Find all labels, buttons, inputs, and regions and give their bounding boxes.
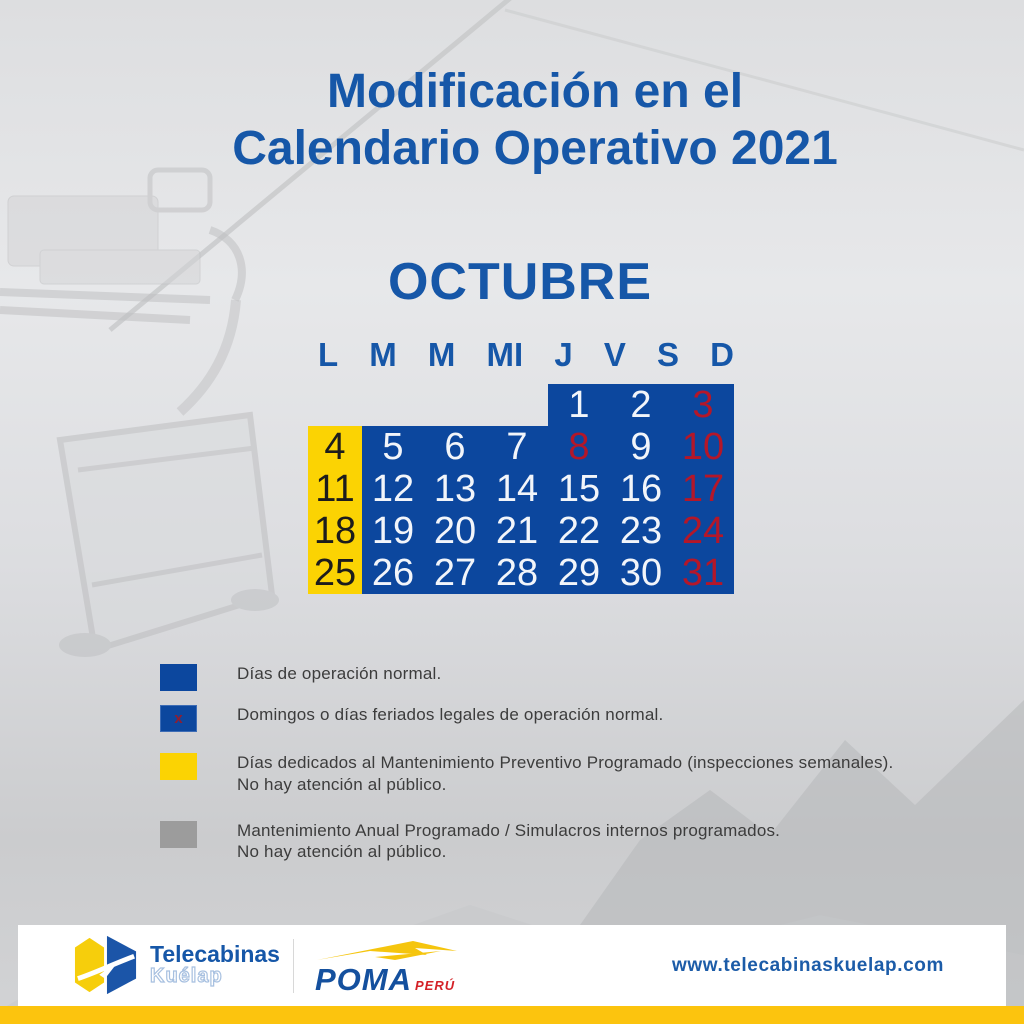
legend-text: Domingos o días feriados legales de oper… xyxy=(237,704,663,726)
poma-logo: POMA PERÚ xyxy=(315,939,485,998)
title-line1: Modificación en el xyxy=(326,65,744,118)
calendar-day-26: 26 xyxy=(362,552,424,594)
calendar-day-9: 9 xyxy=(610,426,672,468)
legend-item: x Domingos o días feriados legales de op… xyxy=(160,704,920,732)
brand-text: Telecabinas Kuélap xyxy=(149,940,280,988)
calendar-day-21: 21 xyxy=(486,510,548,552)
legend-text: Días dedicados al Mantenimiento Preventi… xyxy=(237,752,893,796)
legend-line: No hay atención al público. xyxy=(237,842,447,862)
legend-item: Días dedicados al Mantenimiento Preventi… xyxy=(160,752,920,796)
calendar-day-29: 29 xyxy=(548,552,610,594)
legend-swatch xyxy=(160,820,197,848)
legend-item: Días de operación normal. xyxy=(160,663,920,691)
calendar-day-11: 11 xyxy=(308,468,362,510)
weekday-header-row: L M M MI J V S D xyxy=(308,336,734,376)
legend-line: Domingos o días feriados legales de oper… xyxy=(237,705,664,724)
calendar-day-27: 27 xyxy=(424,552,486,594)
weekday-header-m: M xyxy=(369,336,397,373)
legend-line: Días de operación normal. xyxy=(237,664,442,683)
calendar-day-20: 20 xyxy=(424,510,486,552)
footer-divider xyxy=(293,939,294,993)
tower-machinery-icon xyxy=(0,167,246,324)
weekday-header-s: S xyxy=(656,336,679,373)
calendar-day-10: 10 xyxy=(672,426,734,468)
calendar-grid: 1 2 3 4 5 6 7 8 9 10 11 12 13 14 15 16 17 18 19 20 21 22 23 24 2… xyxy=(308,384,734,594)
calendar-day-1: 1 xyxy=(548,384,610,426)
calendar-day-31: 31 xyxy=(672,552,734,594)
legend-line: Mantenimiento Anual Programado / Simulac… xyxy=(237,820,781,840)
calendar-day-16: 16 xyxy=(610,468,672,510)
calendar-day-5: 5 xyxy=(362,426,424,468)
legend-item: Mantenimiento Anual Programado / Simulac… xyxy=(160,820,920,864)
calendar-day-30: 30 xyxy=(610,552,672,594)
legend: Días de operación normal. x Domingos o d… xyxy=(160,663,920,876)
calendar-day-empty xyxy=(486,384,548,426)
holiday-x-mark-icon: x xyxy=(174,710,183,727)
legend-text: Días de operación normal. xyxy=(237,663,441,685)
website-url: www.telecabinaskuelap.com xyxy=(672,955,944,976)
poster-title: Modificación en el Calendario Operativo … xyxy=(46,64,1024,177)
calendar-day-4: 4 xyxy=(308,426,362,468)
weekday-header-d: D xyxy=(710,336,734,373)
calendar-day-23: 23 xyxy=(610,510,672,552)
poma-wordmark: POMA PERÚ xyxy=(315,962,485,998)
title-line2: Calendario Operativo 2021 xyxy=(232,121,838,175)
brand-subname: Kuélap xyxy=(149,965,223,988)
poma-swoosh-icon xyxy=(317,941,457,960)
calendar-day-14: 14 xyxy=(486,468,548,510)
footer-band: Telecabinas Kuélap POMA PERÚ www.telecab… xyxy=(18,925,1006,1006)
legend-swatch: x xyxy=(160,705,197,732)
calendar-day-empty xyxy=(362,384,424,426)
weekday-header-l: L xyxy=(318,336,339,373)
calendar-day-7: 7 xyxy=(486,426,548,468)
gondola-cabin-icon xyxy=(56,299,279,657)
calendar-day-18: 18 xyxy=(308,510,362,552)
calendar-day-empty xyxy=(308,384,362,426)
calendar-day-2: 2 xyxy=(610,384,672,426)
legend-swatch xyxy=(160,753,197,780)
calendar-day-13: 13 xyxy=(424,468,486,510)
legend-line: No hay atención al público. xyxy=(237,774,447,794)
calendar-day-12: 12 xyxy=(362,468,424,510)
calendar-day-24: 24 xyxy=(672,510,734,552)
month-heading: OCTUBRE xyxy=(387,253,653,311)
calendar-day-17: 17 xyxy=(672,468,734,510)
calendar-day-8: 8 xyxy=(548,426,610,468)
calendar-day-15: 15 xyxy=(548,468,610,510)
legend-line: Días dedicados al Mantenimiento Preventi… xyxy=(237,753,894,772)
bottom-yellow-bar xyxy=(0,1006,1024,1024)
weekday-header-m: M xyxy=(427,336,456,373)
poma-word: POMA xyxy=(315,962,412,997)
telecabinas-cube-icon xyxy=(74,935,137,995)
poma-peru-label: PERÚ xyxy=(415,978,456,993)
weekday-header-j: J xyxy=(554,336,573,373)
brand-name: Telecabinas xyxy=(150,940,280,967)
legend-swatch xyxy=(160,664,197,691)
telecabinas-logo: Telecabinas Kuélap xyxy=(74,933,280,997)
legend-text: Mantenimiento Anual Programado / Simulac… xyxy=(237,820,780,864)
calendar-day-25: 25 xyxy=(308,552,362,594)
calendar-day-empty xyxy=(424,384,486,426)
calendar-day-19: 19 xyxy=(362,510,424,552)
calendar-day-6: 6 xyxy=(424,426,486,468)
weekday-header-mi: MI xyxy=(486,336,524,373)
calendar-day-22: 22 xyxy=(548,510,610,552)
calendar-day-28: 28 xyxy=(486,552,548,594)
calendar-day-3: 3 xyxy=(672,384,734,426)
weekday-header-v: V xyxy=(603,336,626,373)
